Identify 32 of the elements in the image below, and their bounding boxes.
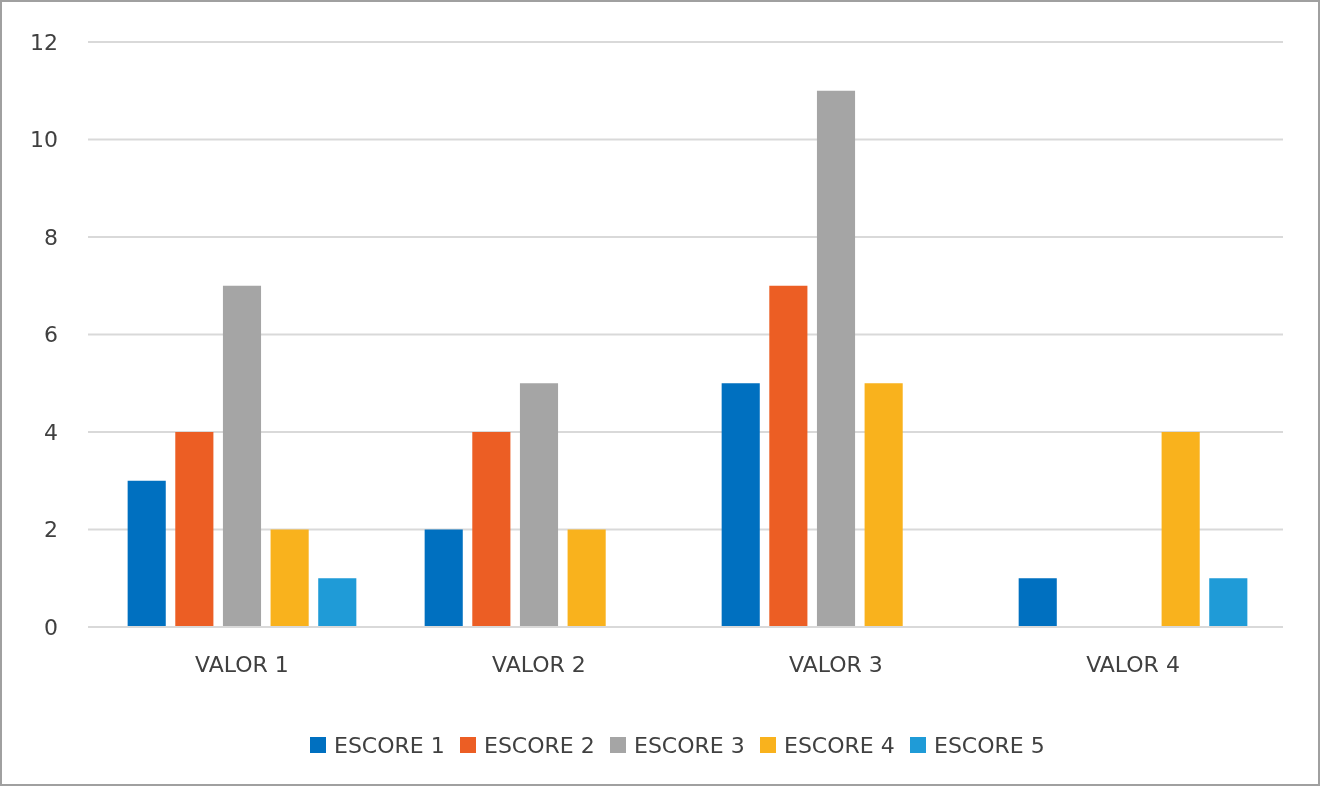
y-tick-label: 4 <box>44 419 58 445</box>
bar <box>1018 578 1057 627</box>
bar <box>270 529 309 627</box>
x-tick-label: VALOR 1 <box>195 652 289 677</box>
bar <box>1209 578 1248 627</box>
legend-label: ESCORE 3 <box>634 732 745 758</box>
bar <box>472 432 511 627</box>
bar <box>864 383 903 627</box>
y-tick-label: 6 <box>44 322 58 348</box>
legend-label: ESCORE 5 <box>934 732 1045 758</box>
x-tick-label: VALOR 4 <box>1086 652 1180 677</box>
bar <box>318 578 357 627</box>
legend-label: ESCORE 4 <box>784 732 895 758</box>
bar <box>1161 432 1200 627</box>
y-tick-label: 2 <box>44 517 58 543</box>
bar <box>567 529 606 627</box>
bar <box>175 432 214 627</box>
y-tick-label: 12 <box>30 29 58 55</box>
y-tick-label: 10 <box>30 127 58 153</box>
legend-label: ESCORE 1 <box>334 732 445 758</box>
x-tick-label: VALOR 3 <box>789 652 883 677</box>
bar <box>816 90 856 627</box>
legend-label: ESCORE 2 <box>484 732 595 758</box>
bar <box>222 285 262 627</box>
y-tick-label: 8 <box>44 224 58 250</box>
bar <box>424 529 463 627</box>
x-tick-label: VALOR 2 <box>492 652 586 677</box>
bar <box>519 383 559 627</box>
bar <box>721 383 760 627</box>
bar <box>127 480 166 627</box>
y-tick-label: 0 <box>44 614 58 640</box>
bar <box>769 285 808 627</box>
